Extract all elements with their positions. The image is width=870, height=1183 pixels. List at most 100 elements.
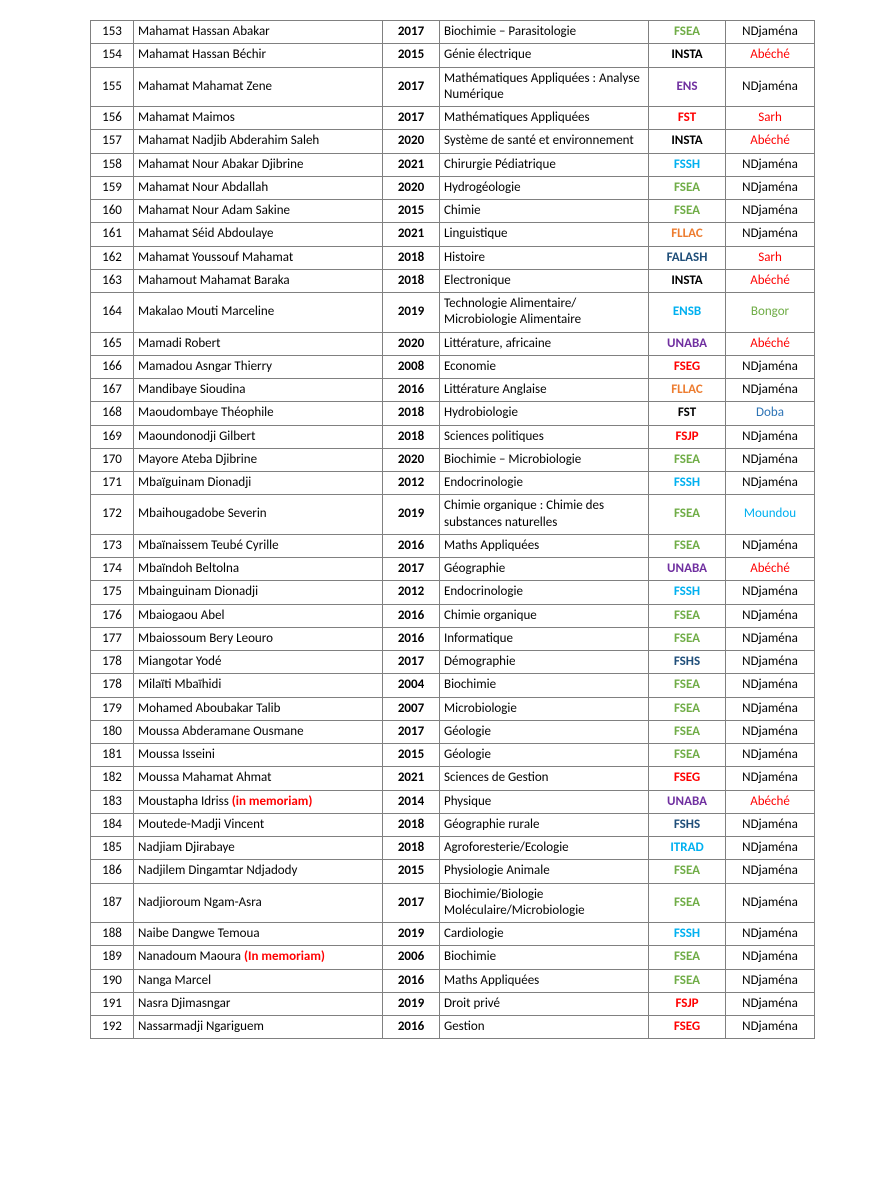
- cell-number: 156: [91, 107, 134, 130]
- name-text: Maoundonodji Gilbert: [138, 429, 255, 444]
- name-text: Nanadoum Maoura: [138, 949, 241, 964]
- cell-institution: FSEA: [649, 720, 726, 743]
- table-row: 172Mbaihougadobe Severin2019Chimie organ…: [91, 495, 815, 535]
- data-table: 153Mahamat Hassan Abakar2017Biochimie – …: [90, 20, 815, 1039]
- cell-number: 181: [91, 744, 134, 767]
- cell-name: Milaïti Mbaïhidi: [134, 674, 383, 697]
- table-row: 161Mahamat Séid Abdoulaye2021Linguistiqu…: [91, 223, 815, 246]
- name-text: Mamadou Asngar Thierry: [138, 359, 272, 374]
- cell-subject: Chimie organique: [440, 604, 649, 627]
- table-row: 185Nadjiam Djirabaye2018Agroforesterie/E…: [91, 837, 815, 860]
- table-row: 174Mbaïndoh Beltolna2017GéographieUNABAA…: [91, 558, 815, 581]
- table-row: 155Mahamat Mahamat Zene2017Mathématiques…: [91, 67, 815, 107]
- table-row: 157Mahamat Nadjib Abderahim Saleh2020Sys…: [91, 130, 815, 153]
- cell-subject: Gestion: [440, 1016, 649, 1039]
- name-text: Miangotar Yodé: [138, 654, 221, 669]
- cell-year: 2020: [383, 130, 440, 153]
- cell-name: Mbaihougadobe Severin: [134, 495, 383, 535]
- cell-year: 2014: [383, 790, 440, 813]
- cell-number: 174: [91, 558, 134, 581]
- cell-number: 159: [91, 176, 134, 199]
- cell-number: 165: [91, 332, 134, 355]
- cell-city: NDjaména: [726, 1016, 815, 1039]
- cell-number: 190: [91, 969, 134, 992]
- cell-number: 173: [91, 534, 134, 557]
- cell-city: NDjaména: [726, 534, 815, 557]
- page: 153Mahamat Hassan Abakar2017Biochimie – …: [0, 0, 870, 1159]
- cell-number: 185: [91, 837, 134, 860]
- cell-number: 175: [91, 581, 134, 604]
- cell-name: Moutede-Madji Vincent: [134, 813, 383, 836]
- cell-subject: Chimie: [440, 200, 649, 223]
- cell-name: Mahamat Youssouf Mahamat: [134, 246, 383, 269]
- cell-name: Nanadoum Maoura (In memoriam): [134, 946, 383, 969]
- cell-year: 2008: [383, 355, 440, 378]
- cell-number: 178: [91, 674, 134, 697]
- cell-year: 2019: [383, 992, 440, 1015]
- cell-number: 163: [91, 269, 134, 292]
- name-text: Mbainguinam Dionadji: [138, 584, 258, 599]
- table-row: 158Mahamat Nour Abakar Djibrine2021Chiru…: [91, 153, 815, 176]
- cell-subject: Endocrinologie: [440, 472, 649, 495]
- table-row: 188Naibe Dangwe Temoua2019CardiologieFSS…: [91, 923, 815, 946]
- cell-subject: Endocrinologie: [440, 581, 649, 604]
- table-row: 154Mahamat Hassan Béchir2015Génie électr…: [91, 44, 815, 67]
- cell-institution: FSEA: [649, 627, 726, 650]
- cell-number: 183: [91, 790, 134, 813]
- cell-subject: Chimie organique : Chimie des substances…: [440, 495, 649, 535]
- table-row: 173Mbaïnaissem Teubé Cyrille2016Maths Ap…: [91, 534, 815, 557]
- table-row: 162Mahamat Youssouf Mahamat2018HistoireF…: [91, 246, 815, 269]
- table-row: 156Mahamat Maimos2017Mathématiques Appli…: [91, 107, 815, 130]
- name-text: Nassarmadji Ngariguem: [138, 1019, 264, 1034]
- name-text: Mahamat Nadjib Abderahim Saleh: [138, 133, 319, 148]
- cell-city: Abéché: [726, 558, 815, 581]
- table-row: 165Mamadi Robert2020Littérature, africai…: [91, 332, 815, 355]
- cell-institution: FSEA: [649, 674, 726, 697]
- table-row: 164Makalao Mouti Marceline2019Technologi…: [91, 293, 815, 333]
- cell-number: 160: [91, 200, 134, 223]
- cell-name: Mbaïnaissem Teubé Cyrille: [134, 534, 383, 557]
- cell-name: Nadjilem Dingamtar Ndjadody: [134, 860, 383, 883]
- cell-name: Mahamat Nour Abakar Djibrine: [134, 153, 383, 176]
- cell-number: 171: [91, 472, 134, 495]
- cell-city: Sarh: [726, 246, 815, 269]
- cell-city: NDjaména: [726, 651, 815, 674]
- name-text: Mahamat Maimos: [138, 110, 235, 125]
- cell-subject: Géographie: [440, 558, 649, 581]
- cell-subject: Géographie rurale: [440, 813, 649, 836]
- cell-institution: FLLAC: [649, 223, 726, 246]
- cell-subject: Cardiologie: [440, 923, 649, 946]
- cell-name: Mahamat Mahamat Zene: [134, 67, 383, 107]
- cell-city: NDjaména: [726, 472, 815, 495]
- cell-subject: Système de santé et environnement: [440, 130, 649, 153]
- cell-year: 2018: [383, 246, 440, 269]
- cell-city: NDjaména: [726, 813, 815, 836]
- name-text: Mbaihougadobe Severin: [138, 506, 267, 521]
- cell-number: 166: [91, 355, 134, 378]
- cell-name: Moussa Abderamane Ousmane: [134, 720, 383, 743]
- cell-year: 2016: [383, 379, 440, 402]
- name-text: Nasra Djimasngar: [138, 996, 230, 1011]
- cell-city: NDjaména: [726, 946, 815, 969]
- cell-number: 162: [91, 246, 134, 269]
- cell-name: Mahamat Nadjib Abderahim Saleh: [134, 130, 383, 153]
- cell-city: NDjaména: [726, 448, 815, 471]
- cell-number: 187: [91, 883, 134, 923]
- cell-institution: FSEA: [649, 604, 726, 627]
- cell-institution: INSTA: [649, 130, 726, 153]
- cell-name: Mahamat Hassan Béchir: [134, 44, 383, 67]
- cell-city: NDjaména: [726, 21, 815, 44]
- cell-number: 176: [91, 604, 134, 627]
- table-row: 179Mohamed Aboubakar Talib2007Microbiolo…: [91, 697, 815, 720]
- cell-number: 189: [91, 946, 134, 969]
- cell-subject: Biochimie: [440, 674, 649, 697]
- cell-number: 191: [91, 992, 134, 1015]
- cell-year: 2015: [383, 744, 440, 767]
- cell-subject: Physique: [440, 790, 649, 813]
- cell-subject: Microbiologie: [440, 697, 649, 720]
- cell-year: 2020: [383, 332, 440, 355]
- name-text: Mbaiogaou Abel: [138, 608, 225, 623]
- cell-subject: Linguistique: [440, 223, 649, 246]
- cell-institution: FSEA: [649, 969, 726, 992]
- cell-number: 164: [91, 293, 134, 333]
